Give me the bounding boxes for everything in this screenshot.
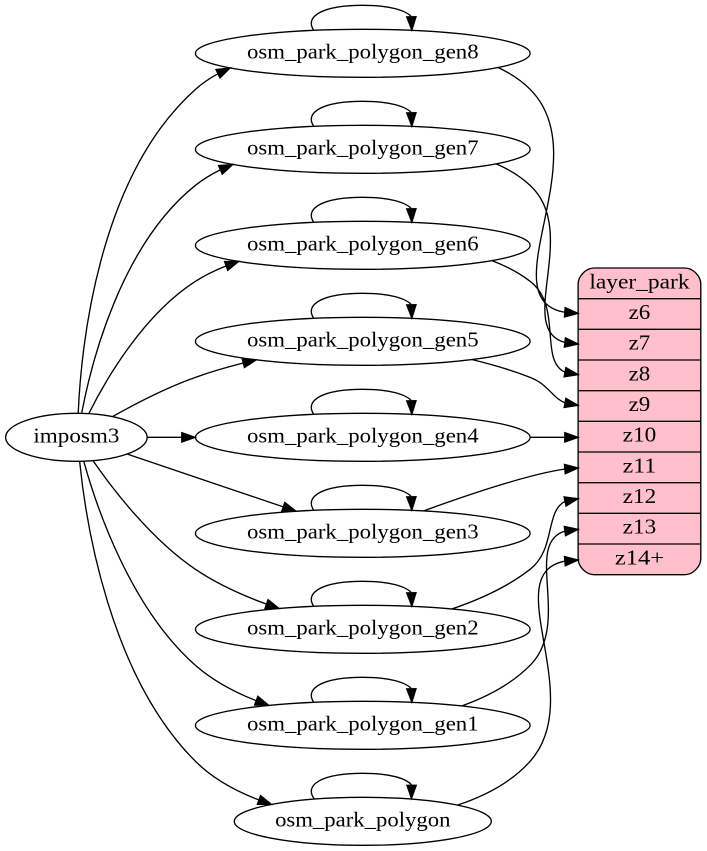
svg-text:z11: z11 [623,455,657,477]
svg-text:z6: z6 [629,302,651,324]
svg-text:z7: z7 [629,333,651,355]
svg-text:osm_park_polygon_gen4: osm_park_polygon_gen4 [247,425,479,447]
svg-text:osm_park_polygon_gen6: osm_park_polygon_gen6 [247,233,479,255]
svg-text:osm_park_polygon_gen2: osm_park_polygon_gen2 [247,617,479,639]
svg-text:z8: z8 [629,363,651,385]
svg-text:z12: z12 [623,486,657,508]
svg-text:z14+: z14+ [615,547,664,569]
svg-text:layer_park: layer_park [589,271,690,293]
svg-text:z9: z9 [629,394,651,416]
svg-text:imposm3: imposm3 [33,425,119,447]
svg-text:osm_park_polygon_gen3: osm_park_polygon_gen3 [247,521,479,543]
svg-text:z13: z13 [623,517,657,539]
svg-text:z10: z10 [623,425,657,447]
svg-text:osm_park_polygon_gen1: osm_park_polygon_gen1 [247,713,479,735]
svg-text:osm_park_polygon_gen8: osm_park_polygon_gen8 [247,41,479,63]
svg-text:osm_park_polygon: osm_park_polygon [275,809,451,831]
svg-text:osm_park_polygon_gen5: osm_park_polygon_gen5 [247,329,479,351]
svg-text:osm_park_polygon_gen7: osm_park_polygon_gen7 [247,137,479,159]
